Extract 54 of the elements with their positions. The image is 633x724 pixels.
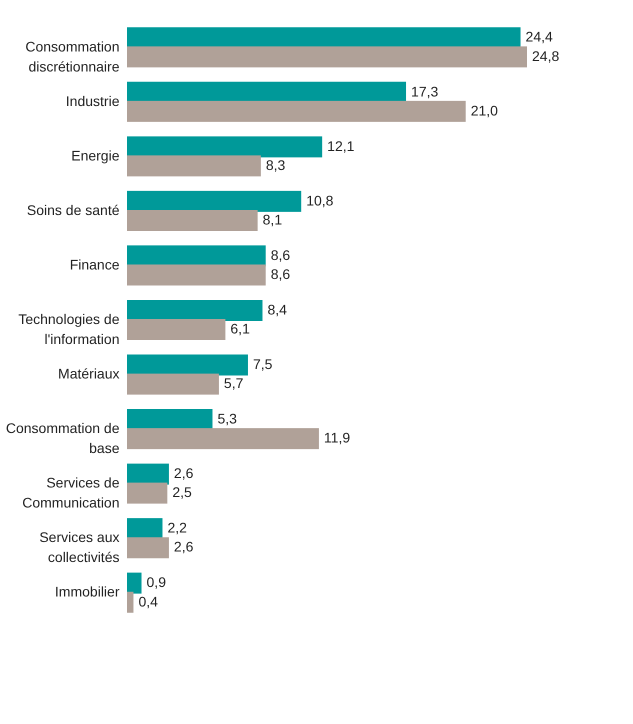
- data-label: 5,7: [224, 375, 244, 392]
- bar: [127, 155, 261, 176]
- bar: [127, 374, 219, 395]
- data-label: 8,3: [266, 156, 286, 173]
- data-label: 2,2: [167, 520, 188, 536]
- data-label: 8,6: [270, 246, 290, 263]
- bar: [127, 82, 406, 103]
- bar: [127, 572, 142, 594]
- bar: [127, 518, 162, 540]
- y-tick-label: Energie: [71, 147, 120, 164]
- data-label: 21,0: [470, 102, 498, 118]
- bar: [127, 245, 266, 266]
- data-label: 24,8: [532, 48, 560, 64]
- bar: [127, 190, 302, 212]
- bar: [127, 136, 322, 158]
- data-label: 2,5: [172, 484, 192, 500]
- bar: [127, 264, 266, 286]
- y-tick-label: Industrie: [66, 92, 120, 109]
- bar: [127, 537, 169, 558]
- bar: [127, 27, 521, 48]
- data-label: 17,3: [411, 83, 438, 100]
- bar: [127, 354, 248, 376]
- bar: [127, 300, 262, 321]
- y-tick-label: Services de Communication: [22, 474, 120, 511]
- bar: [127, 100, 466, 122]
- bar: [127, 319, 226, 340]
- data-label: 6,1: [230, 320, 250, 337]
- data-label: 2,6: [174, 465, 194, 482]
- y-tick-label: Services aux collectivités: [39, 529, 120, 566]
- y-tick-label: Consommation discrétionnaire: [25, 38, 120, 74]
- y-tick-label: Finance: [70, 256, 120, 272]
- bar: [127, 482, 168, 504]
- bar: [127, 46, 527, 68]
- data-label: 2,6: [174, 538, 194, 555]
- y-tick-label: Technologies de l'information: [18, 311, 120, 347]
- data-label: 7,5: [252, 356, 273, 372]
- y-tick-label: Matériaux: [58, 366, 120, 382]
- data-label: 8,1: [262, 211, 282, 228]
- bar: [127, 210, 258, 231]
- data-label: 0,4: [138, 593, 158, 610]
- data-label: 8,4: [267, 301, 288, 318]
- y-tick-label: Soins de santé: [26, 202, 120, 218]
- y-tick-label: Immobilier: [54, 584, 120, 600]
- bar: [127, 428, 319, 450]
- y-tick-label: Consommation de base: [6, 420, 120, 456]
- bar: [127, 592, 134, 613]
- data-label: 10,8: [306, 192, 334, 208]
- data-label: 11,9: [324, 430, 350, 446]
- data-label: 24,4: [526, 28, 554, 45]
- data-label: 5,3: [217, 410, 238, 427]
- data-label: 0,9: [146, 574, 166, 590]
- bar: [127, 464, 169, 485]
- data-label: 12,1: [327, 138, 355, 154]
- data-label: 8,6: [270, 266, 290, 282]
